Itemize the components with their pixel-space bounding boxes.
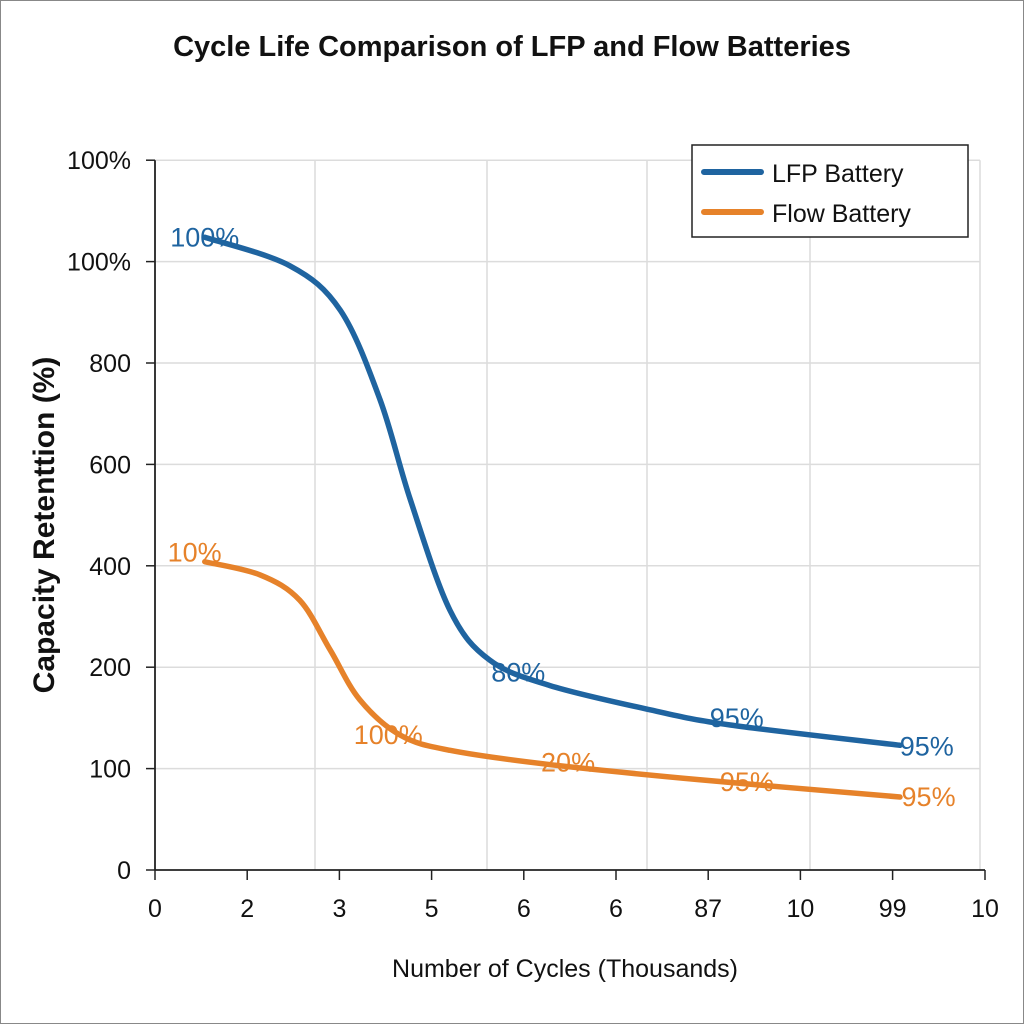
y-tick-label: 400 xyxy=(89,553,131,581)
data-label-flow: 95% xyxy=(720,767,774,797)
data-label-lfp: 100% xyxy=(170,222,239,252)
data-label-flow: 95% xyxy=(902,782,956,812)
y-tick-label: 600 xyxy=(89,451,131,479)
legend-label-flow: Flow Battery xyxy=(772,200,911,228)
x-tick-label: 99 xyxy=(879,895,907,923)
legend-label-lfp: LFP Battery xyxy=(772,160,904,188)
y-tick-label: 100 xyxy=(89,756,131,784)
series-line-flow xyxy=(202,558,903,800)
gridlines xyxy=(155,159,981,870)
chart-title: Cycle Life Comparison of LFP and Flow Ba… xyxy=(173,31,851,63)
data-label-lfp: 95% xyxy=(900,731,954,761)
x-tick-label: 0 xyxy=(148,895,162,923)
axes: 0 100 200 400 600 800 100% 100% 0 2 3 5 6 6 87 10 99 10 xyxy=(67,147,999,923)
y-tick-label: 200 xyxy=(89,654,131,682)
series-line-lfp xyxy=(202,234,903,749)
series-layer: 100% 80% 95% 95% 10% 100% 20% 95% 95% xyxy=(168,222,956,812)
y-tick-label: 0 xyxy=(117,857,131,885)
x-axis-label: Number of Cycles (Thousands) xyxy=(392,955,738,983)
x-tick-label: 3 xyxy=(332,895,346,923)
x-tick-label: 10 xyxy=(971,895,999,923)
y-tick-label: 100% xyxy=(67,249,131,277)
data-label-lfp: 95% xyxy=(710,703,764,733)
data-label-flow: 10% xyxy=(168,538,222,568)
legend: LFP Battery Flow Battery xyxy=(691,144,969,238)
data-label-flow: 100% xyxy=(354,720,423,750)
x-tick-label: 6 xyxy=(609,895,623,923)
data-label-flow: 20% xyxy=(541,748,595,778)
y-tick-label: 800 xyxy=(89,350,131,378)
legend-box xyxy=(691,144,969,238)
x-tick-label: 87 xyxy=(694,895,722,923)
x-tick-label: 5 xyxy=(425,895,439,923)
x-tick-label: 2 xyxy=(240,895,254,923)
y-tick-label: 100% xyxy=(67,147,131,175)
data-label-lfp: 80% xyxy=(491,657,545,687)
x-tick-label: 6 xyxy=(517,895,531,923)
x-tick-label: 10 xyxy=(786,895,814,923)
y-axis-label: Capacity Retenttion (%) xyxy=(28,357,61,694)
